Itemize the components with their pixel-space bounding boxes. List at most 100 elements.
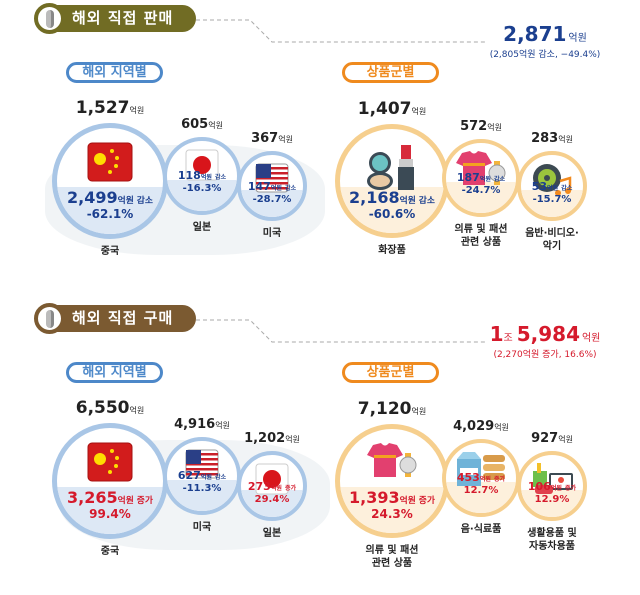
total-value: 2,871 — [503, 22, 567, 46]
change-word: 증가 — [418, 496, 435, 507]
change-percent: 24.3% — [371, 506, 413, 521]
change-unit: 억원 — [270, 485, 282, 493]
amount-value: 7,120 — [357, 399, 412, 419]
amount-value: 283 — [531, 131, 559, 146]
change-info: 53억원 감소 -15.7% — [521, 180, 583, 205]
item-name-line: 관련 상품 — [371, 558, 413, 569]
change-amount-line: 118억원 감소 — [167, 170, 237, 183]
amount-label: 4,916억원 — [174, 417, 230, 432]
change-info: 2,499억원 감소 -62.1% — [57, 189, 163, 221]
change-info: 273억원 증가 29.4% — [241, 480, 303, 505]
item-name-line: 생활용품 및 — [527, 528, 577, 539]
change-value: 2,168 — [349, 188, 400, 208]
item-name-line: 관련 상품 — [460, 237, 502, 248]
item-name: 중국 — [101, 245, 119, 258]
item-name-line: 음·식료품 — [460, 524, 502, 535]
total-amount: 1조 5,984 억원 (2,270억원 증가, 16.6%) — [470, 322, 620, 360]
change-percent: 29.4% — [254, 493, 290, 505]
circle-fill-band — [521, 189, 583, 217]
change-amount-line: 187억원 감소 — [446, 172, 516, 185]
clothing-watch-icon — [454, 151, 508, 191]
change-unit: 억원 — [117, 196, 134, 207]
section-bullet-icon — [34, 303, 65, 334]
amount-label: 7,120억원 — [358, 400, 427, 419]
amount-value: 1,202 — [244, 431, 286, 446]
change-unit: 억원 — [200, 474, 212, 482]
change-percent: -16.3% — [182, 183, 222, 195]
change-value: 2,499 — [67, 188, 118, 208]
item-name-line: 중국 — [100, 246, 120, 257]
change-amount-line: 2,168억원 감소 — [340, 189, 444, 207]
change-amount-line: 53억원 감소 — [521, 180, 583, 194]
change-value: 53 — [531, 180, 548, 194]
amount-value: 572 — [460, 119, 488, 134]
amount-label: 4,029억원 — [453, 419, 509, 434]
category-circle: 106억원 증가 12.9% — [517, 451, 587, 521]
circle-fill-band — [57, 487, 163, 534]
change-amount-line: 3,265억원 증가 — [57, 489, 163, 507]
item-name-line: 미국 — [262, 228, 282, 239]
amount-unit: 억원 — [129, 106, 145, 115]
change-amount-line: 147억원 감소 — [241, 180, 303, 194]
circle-fill-band — [521, 489, 583, 517]
change-percent: 12.9% — [534, 493, 570, 505]
amount-value: 367 — [251, 131, 279, 146]
amount-value: 4,029 — [453, 419, 495, 434]
amount-value: 4,916 — [174, 417, 216, 432]
total-value: 5,984 — [516, 322, 580, 346]
amount-unit: 억원 — [208, 121, 223, 130]
total-unit: 억원 — [568, 33, 587, 44]
amount-unit: 억원 — [411, 107, 427, 116]
household-car-icon — [529, 463, 575, 501]
amount-label: 572억원 — [460, 119, 502, 134]
bullet-bar — [46, 310, 54, 328]
change-value: 453 — [456, 471, 480, 485]
amount-unit: 억원 — [487, 123, 502, 132]
total-unit: 억원 — [581, 333, 601, 344]
change-percent: -62.1% — [86, 206, 134, 221]
amount-value: 1,527 — [75, 98, 130, 118]
change-percent: -28.7% — [252, 193, 292, 205]
item-name: 미국 — [263, 227, 281, 240]
item-name: 음반·비디오· 악기 — [525, 227, 579, 253]
region-group-label: 해외 지역별 — [66, 62, 163, 83]
usa-flag-icon — [185, 449, 219, 483]
category-circle: 53억원 감소 -15.7% — [517, 151, 587, 221]
change-word: 감소 — [214, 174, 227, 182]
circle-fill-band — [241, 189, 303, 217]
dashed-connector — [196, 19, 485, 43]
bullet-bar — [46, 10, 54, 28]
circle-fill-band — [340, 187, 444, 233]
cosmetics-icon — [364, 143, 420, 195]
amount-value: 605 — [181, 117, 209, 132]
change-unit: 억원 — [399, 496, 416, 507]
change-info: 453억원 증가 12.7% — [446, 472, 516, 496]
usa-flag-icon — [255, 163, 289, 197]
japan-flag-icon — [185, 149, 219, 185]
change-percent: -60.6% — [368, 206, 416, 221]
category-circle: 2,168억원 감소 -60.6% — [335, 124, 449, 238]
amount-label: 927억원 — [531, 431, 573, 446]
change-info: 118억원 감소 -16.3% — [167, 170, 237, 194]
amount-unit: 억원 — [129, 406, 145, 415]
change-value: 147 — [247, 180, 271, 194]
change-word: 감소 — [418, 196, 435, 207]
china-flag-icon — [87, 142, 133, 186]
change-unit: 억원 — [479, 476, 491, 484]
section-bullet-icon — [34, 3, 65, 34]
item-name-line: 미국 — [192, 522, 212, 533]
clothing-watch-icon — [365, 443, 419, 483]
total-change-note: (2,805억원 감소, −49.4%) — [489, 50, 601, 60]
item-name-line: 화장품 — [378, 245, 406, 256]
change-info: 1,393억원 증가 24.3% — [340, 489, 444, 521]
item-name: 일본 — [263, 527, 281, 540]
category-circle: 1,393억원 증가 24.3% — [335, 424, 449, 538]
amount-unit: 억원 — [215, 421, 230, 430]
change-percent: -24.7% — [461, 185, 501, 197]
region-circle: 2,499억원 감소 -62.1% — [52, 123, 168, 239]
change-percent: 99.4% — [89, 506, 131, 521]
circle-fill-band — [340, 487, 444, 533]
item-name-line: 의류 및 패션 — [454, 224, 508, 235]
item-name-line: 중국 — [100, 546, 120, 557]
change-word: 감소 — [493, 176, 506, 184]
